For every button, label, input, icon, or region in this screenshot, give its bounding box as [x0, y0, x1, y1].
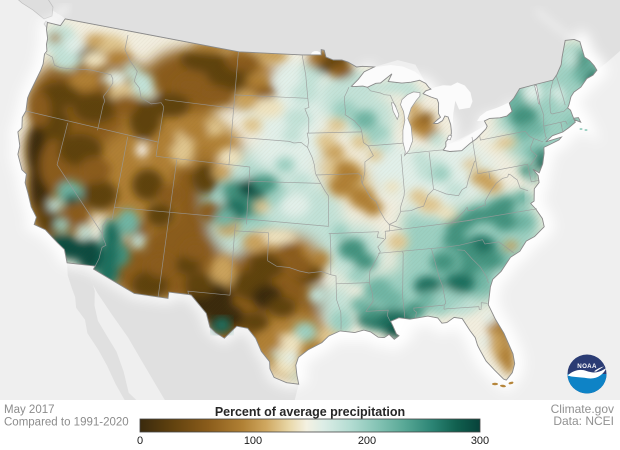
svg-text:Climate.gov: Climate.gov — [551, 402, 614, 416]
svg-text:0: 0 — [137, 435, 143, 447]
svg-text:May 2017: May 2017 — [4, 404, 55, 416]
svg-text:300: 300 — [471, 435, 489, 447]
svg-text:Percent of average precipitati: Percent of average precipitation — [215, 405, 405, 419]
svg-text:NOAA: NOAA — [577, 363, 597, 370]
svg-text:Compared to 1991-2020: Compared to 1991-2020 — [4, 417, 129, 429]
svg-text:100: 100 — [244, 435, 262, 447]
svg-text:200: 200 — [358, 435, 376, 447]
svg-text:Data: NCEI: Data: NCEI — [553, 414, 614, 428]
